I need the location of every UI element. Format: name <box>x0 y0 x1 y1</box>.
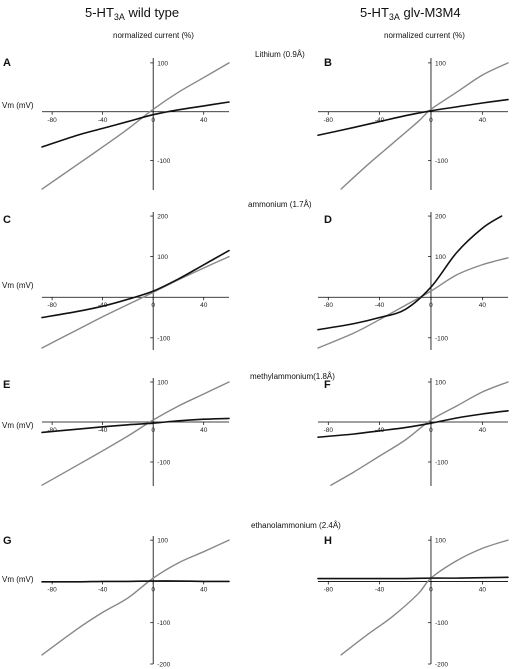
panel-letter-d: D <box>324 214 332 226</box>
panel-letter-h: H <box>324 535 332 547</box>
x-tick-label: -40 <box>98 586 108 593</box>
reference-curve <box>41 381 230 486</box>
x-tick-label: 0 <box>151 586 155 593</box>
x-tick-label: -80 <box>324 586 334 593</box>
y-tick-label: 100 <box>157 254 168 261</box>
column-title-wild-type: 5-HT3A wild type <box>85 5 179 22</box>
reference-curve <box>41 255 230 349</box>
test-ion-curve <box>41 580 230 583</box>
x-tick-label: 40 <box>479 427 487 434</box>
reference-curve <box>330 381 509 486</box>
y-tick-label: 200 <box>157 214 168 221</box>
test-ion-curve <box>317 98 509 137</box>
test-ion-curve <box>41 249 230 319</box>
x-tick-label: -80 <box>47 586 57 593</box>
y-tick-label: -100 <box>435 620 448 627</box>
x-tick-label: -80 <box>47 427 57 434</box>
x-tick-label: -80 <box>47 302 57 309</box>
x-tick-label: 0 <box>151 302 155 309</box>
x-axis-label-row-2: Vm (mV) <box>2 281 34 290</box>
y-tick-label: -200 <box>435 662 448 669</box>
panel-e: -80 -40 0 40 100 -100 <box>41 378 230 486</box>
y-tick-label: -100 <box>435 158 448 165</box>
reference-curve <box>41 539 230 656</box>
panel-b: -80 -40 0 40 100 -100 <box>317 58 509 190</box>
panel-letter-g: G <box>3 535 12 547</box>
x-tick-label: -40 <box>98 427 108 434</box>
y-tick-label: -100 <box>435 460 448 467</box>
y-tick-label: -200 <box>157 662 170 669</box>
panel-letter-f: F <box>324 379 331 391</box>
panel-d: -80 -40 0 40 200 100 -100 <box>317 212 509 350</box>
x-tick-label: -80 <box>324 117 334 124</box>
x-tick-label: 40 <box>200 427 208 434</box>
panel-a: -80 -40 0 40 100 -100 <box>41 58 230 190</box>
x-tick-label: -80 <box>324 427 334 434</box>
x-axis-label-row-4: Vm (mV) <box>2 575 34 584</box>
panel-letter-c: C <box>3 214 11 226</box>
x-tick-label: -40 <box>375 117 385 124</box>
test-ion-curve <box>41 101 230 148</box>
x-tick-label: 40 <box>479 586 487 593</box>
x-axis-label-row-1: Vm (mV) <box>2 101 34 110</box>
x-tick-label: 0 <box>429 586 433 593</box>
y-tick-label: 100 <box>157 60 168 67</box>
y-tick-label: 100 <box>157 538 168 545</box>
panel-g: -80 -40 0 40 100 -100 -200 <box>41 536 230 669</box>
row-title-ethanolammonium: ethanolammonium (2.4Å) <box>251 521 341 530</box>
x-tick-label: 40 <box>200 302 208 309</box>
panel-letter-b: B <box>324 57 332 69</box>
row-title-ammonium: ammonium (1.7Å) <box>248 200 312 209</box>
y-tick-label: 100 <box>435 60 446 67</box>
y-tick-label: 200 <box>435 214 446 221</box>
test-ion-curve <box>317 410 509 438</box>
row-title-lithium: Lithium (0.9Å) <box>255 50 305 59</box>
x-tick-label: -80 <box>324 302 334 309</box>
x-tick-label: 40 <box>479 302 487 309</box>
x-axis-label-row-3: Vm (mV) <box>2 421 34 430</box>
x-tick-label: -40 <box>375 302 385 309</box>
y-tick-label: -100 <box>157 620 170 627</box>
x-tick-label: -80 <box>47 117 57 124</box>
x-tick-label: 0 <box>429 302 433 309</box>
y-axis-label-right: normalized current (%) <box>384 31 465 40</box>
reference-curve <box>340 539 509 656</box>
y-tick-label: -100 <box>157 460 170 467</box>
y-tick-label: 100 <box>435 380 446 387</box>
reference-curve <box>340 62 509 190</box>
y-tick-label: -100 <box>157 335 170 342</box>
test-ion-curve <box>317 215 503 331</box>
x-tick-label: 0 <box>429 427 433 434</box>
panel-letter-e: E <box>3 379 10 391</box>
panel-letter-a: A <box>3 57 11 69</box>
column-title-glv-m3m4: 5-HT3A glv-M3M4 <box>360 5 461 22</box>
x-tick-label: 0 <box>151 427 155 434</box>
x-tick-label: 40 <box>200 117 208 124</box>
reference-curve <box>317 257 509 349</box>
test-ion-curve <box>41 417 230 434</box>
reference-curve <box>41 62 230 190</box>
y-tick-label: -100 <box>435 335 448 342</box>
y-axis-label-left: normalized current (%) <box>113 31 194 40</box>
x-tick-label: -40 <box>98 117 108 124</box>
y-tick-label: 100 <box>435 538 446 545</box>
x-tick-label: 0 <box>151 117 155 124</box>
x-tick-label: 40 <box>479 117 487 124</box>
y-tick-label: -100 <box>157 158 170 165</box>
y-tick-label: 100 <box>157 380 168 387</box>
y-tick-label: 100 <box>435 254 446 261</box>
x-tick-label: -40 <box>375 586 385 593</box>
test-ion-curve <box>317 576 509 580</box>
row-title-methylammonium: methylammonium(1.8Å) <box>250 372 335 381</box>
x-tick-label: 0 <box>429 117 433 124</box>
panel-h: -80 -40 0 40 100 -100 -200 <box>317 536 509 669</box>
x-tick-label: 40 <box>200 586 208 593</box>
